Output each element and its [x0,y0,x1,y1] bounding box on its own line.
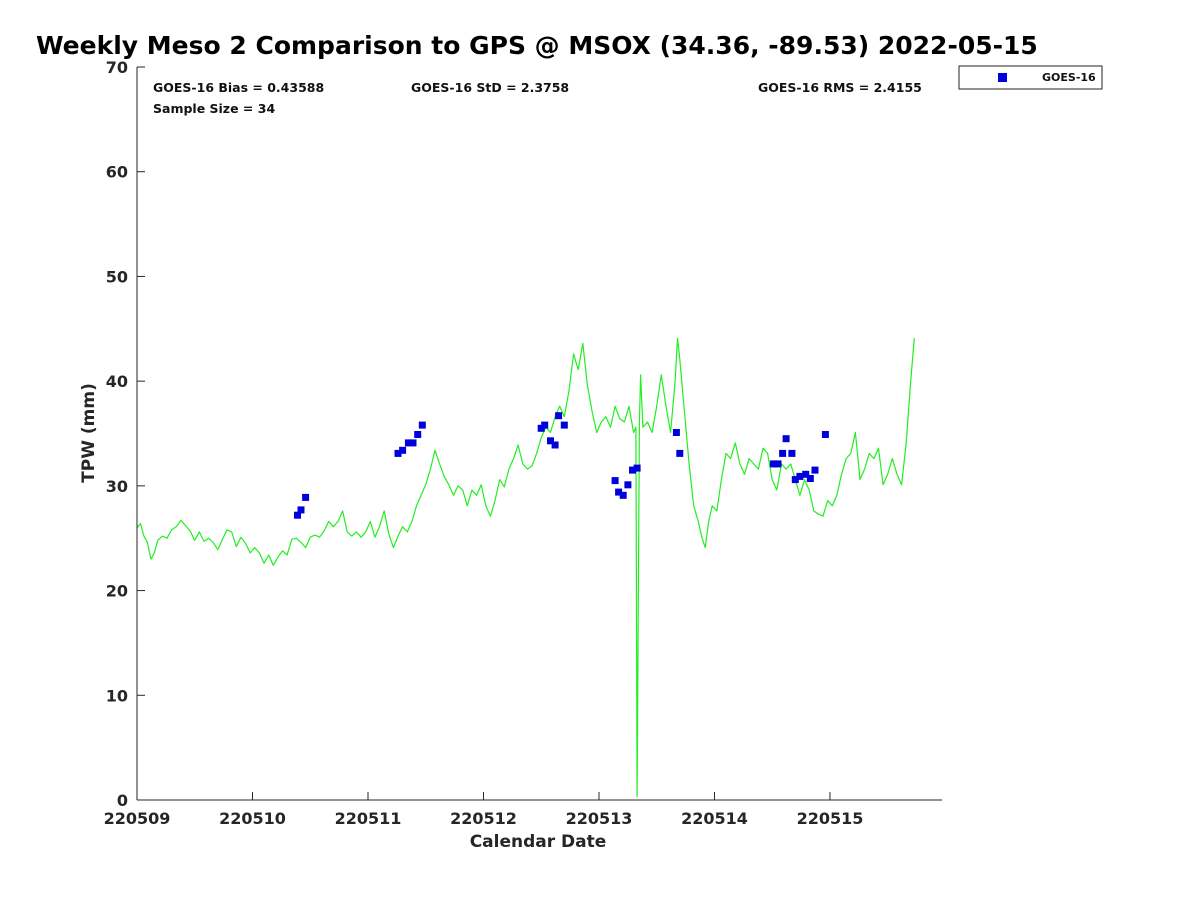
x-tick-label: 220509 [104,809,171,828]
y-tick-label: 60 [106,163,128,182]
goes16-point [774,460,782,468]
chart-title: Weekly Meso 2 Comparison to GPS @ MSOX (… [36,31,1038,60]
goes16-point [821,431,829,438]
goes16-point [399,446,407,454]
goes16-point [769,460,777,468]
legend-marker [998,73,1007,82]
goes16-point [409,439,417,447]
y-tick-label: 0 [117,791,128,810]
goes16-point [802,470,810,478]
stat-sample-size: Sample Size = 34 [153,101,275,116]
y-tick-label: 10 [106,686,128,705]
goes16-point [302,493,310,501]
goes16-point [779,449,787,457]
goes16-point [624,481,632,489]
legend-label: GOES-16 [1042,71,1096,84]
goes16-point [418,421,426,429]
x-tick-label: 220514 [681,809,748,828]
y-axis-label: TPW (mm) [79,383,99,483]
goes16-point [811,466,819,474]
goes16-point [547,437,554,445]
x-ticks: 220509 220510 220511 220512 220513 220514 2205… [104,792,864,828]
stat-std: GOES-16 StD = 2.3758 [411,80,569,95]
series-layer [136,337,915,798]
x-tick-label: 220510 [219,809,286,828]
y-tick-label: 70 [106,58,128,77]
goes16-point [672,429,680,436]
goes16-point [555,412,563,420]
y-ticks: 0 10 20 30 40 50 60 70 [106,58,145,810]
y-tick-label: 30 [106,477,128,496]
y-tick-label: 20 [106,582,128,601]
x-tick-label: 220511 [335,809,402,828]
goes16-point [676,449,684,457]
goes16-point [560,421,568,429]
y-tick-label: 50 [106,267,128,286]
legend-box [958,65,1103,90]
plot-area [137,67,942,800]
goes16-point [806,475,814,482]
goes16-point [796,472,804,480]
goes16-point [633,464,641,472]
goes16-point [782,435,790,443]
goes16-point [294,511,301,519]
goes16-point [619,491,627,499]
stat-rms: GOES-16 RMS = 2.4155 [758,80,922,95]
goes16-point [414,431,422,438]
goes16-point [551,441,559,449]
goes16-point [541,421,549,429]
stat-bias: GOES-16 Bias = 0.43588 [153,80,324,95]
goes16-point [615,488,623,496]
axes [136,67,942,801]
goes16-point [629,466,636,474]
goes16-point [611,477,619,485]
gps-tpw-line [136,337,915,798]
goes16-point [394,449,402,457]
goes16-point [791,476,799,484]
x-tick-label: 220515 [797,809,864,828]
x-tick-label: 220512 [450,809,517,828]
y-tick-label: 40 [106,372,128,391]
x-tick-label: 220513 [566,809,633,828]
goes16-point [297,506,305,514]
goes16-point [788,449,796,457]
legend: GOES-16 [958,65,1103,90]
goes16-point [404,439,412,447]
x-axis-label: Calendar Date [470,832,607,852]
